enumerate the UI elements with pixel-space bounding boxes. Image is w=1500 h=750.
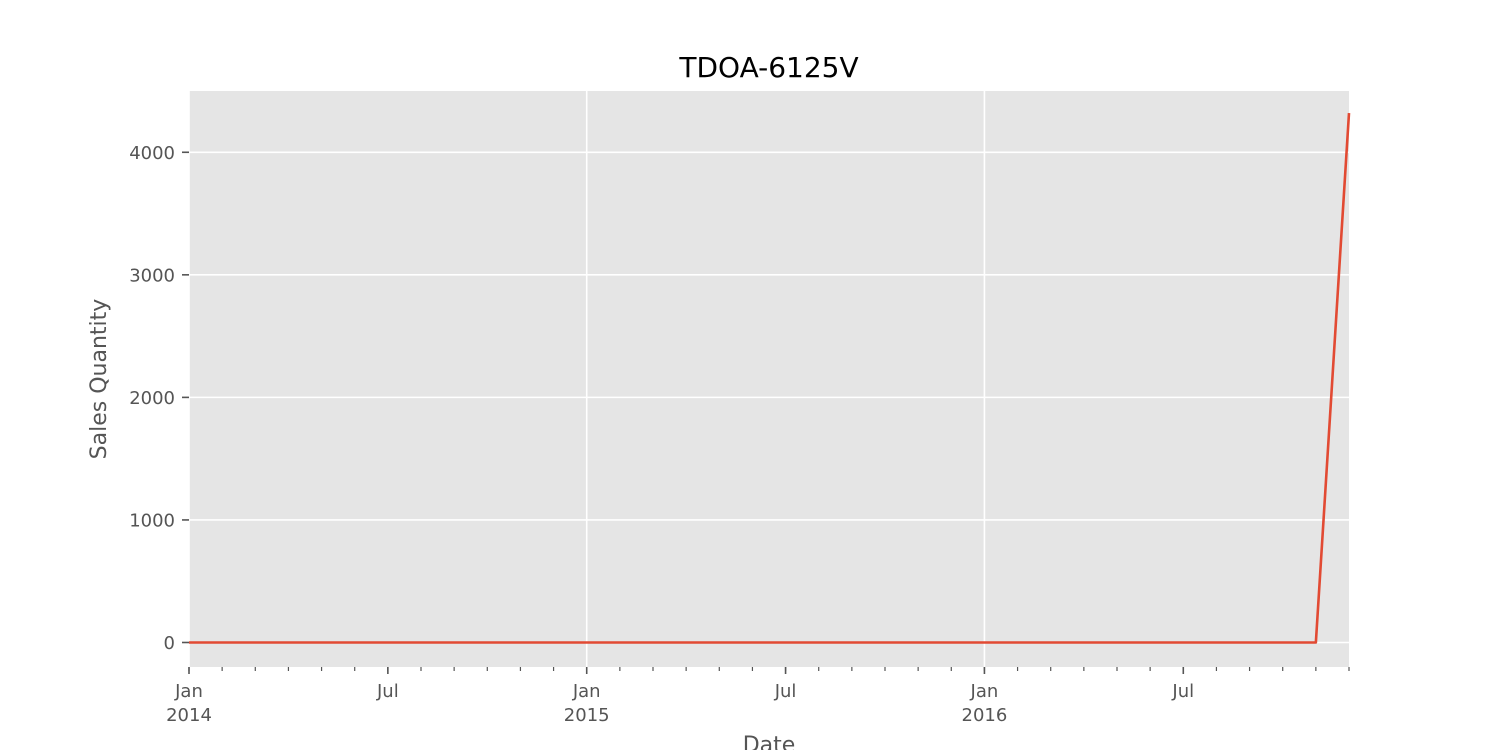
x-tick-label: Jan [970, 681, 999, 702]
x-tick-label: Jul [376, 681, 399, 702]
x-tick-label: Jan [174, 681, 203, 702]
x-tick-label: Jul [774, 681, 797, 702]
y-tick-label: 0 [164, 633, 175, 654]
y-tick-label: 1000 [129, 510, 175, 531]
series-layer [189, 112, 1351, 644]
plot-area-background [189, 91, 1349, 667]
y-tick-label: 3000 [129, 265, 175, 286]
y-axis-label: Sales Quantity [87, 299, 112, 460]
x-axis-ticks: Jan 2014 Jul Jan 2015 Jul Jan 2016 Jul [166, 667, 1350, 726]
x-tick-year-label: 2016 [962, 705, 1008, 726]
x-axis-label: Date [743, 733, 796, 750]
x-tick-year-label: 2014 [166, 705, 212, 726]
y-axis-ticks: 0 1000 2000 3000 4000 [129, 143, 189, 654]
series-line [189, 112, 1351, 644]
y-tick-label: 4000 [129, 143, 175, 164]
y-tick-label: 2000 [129, 388, 175, 409]
x-tick-label: Jul [1171, 681, 1194, 702]
x-tick-year-label: 2015 [564, 705, 610, 726]
chart-title: TDOA-6125V [678, 51, 858, 84]
x-tick-label: Jan [572, 681, 601, 702]
